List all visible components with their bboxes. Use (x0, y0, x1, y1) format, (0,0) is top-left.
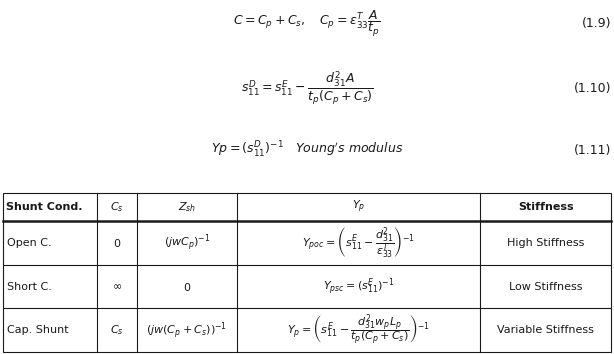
Text: $Yp = (s_{11}^D)^{-1} \quad \mathit{Young's\ modulus}$: $Yp = (s_{11}^D)^{-1} \quad \mathit{Youn… (211, 141, 403, 160)
Text: Short C.: Short C. (7, 281, 52, 291)
Text: (1.9): (1.9) (581, 17, 611, 29)
Text: High Stiffness: High Stiffness (507, 238, 585, 248)
Text: Cap. Shunt: Cap. Shunt (7, 325, 68, 335)
Bar (3, 193, 611, 352)
Text: $(jwC_p)^{-1}$: $(jwC_p)^{-1}$ (163, 232, 211, 253)
Text: $Y_{poc} = \left(s_{11}^E - \dfrac{d_{31}^2}{\epsilon_{33}^T}\right)^{-1}$: $Y_{poc} = \left(s_{11}^E - \dfrac{d_{31… (302, 225, 415, 260)
Text: $C_s$: $C_s$ (111, 200, 124, 214)
Text: $0$: $0$ (113, 237, 121, 249)
Text: $Y_p = \left(s_{11}^E - \dfrac{d_{31}^2 w_p L_p}{t_p(C_p + C_s)}\right)^{-1}$: $Y_p = \left(s_{11}^E - \dfrac{d_{31}^2 … (287, 313, 430, 348)
Text: $(jw(C_p + C_s))^{-1}$: $(jw(C_p + C_s))^{-1}$ (146, 320, 228, 341)
Text: $\infty$: $\infty$ (112, 281, 122, 291)
Text: Variable Stiffness: Variable Stiffness (497, 325, 594, 335)
Text: (1.11): (1.11) (573, 144, 611, 157)
Text: $Z_{sh}$: $Z_{sh}$ (178, 200, 196, 214)
Text: $Y_p$: $Y_p$ (352, 199, 365, 215)
Text: Shunt Cond.: Shunt Cond. (6, 202, 83, 212)
Text: Stiffness: Stiffness (518, 202, 573, 212)
Text: $Y_{psc} = (s_{11}^E)^{-1}$: $Y_{psc} = (s_{11}^E)^{-1}$ (323, 276, 394, 297)
Text: $0$: $0$ (183, 280, 191, 292)
Text: $C = C_p + C_s, \quad C_p = \epsilon_{33}^T \dfrac{A}{t_p}$: $C = C_p + C_s, \quad C_p = \epsilon_{33… (233, 8, 381, 38)
Text: $s_{11}^D = s_{11}^E - \dfrac{d_{31}^2 A}{t_p(C_p + C_s)}$: $s_{11}^D = s_{11}^E - \dfrac{d_{31}^2 A… (241, 69, 373, 108)
Text: $C_s$: $C_s$ (111, 324, 124, 337)
Text: Open C.: Open C. (7, 238, 52, 248)
Text: (1.10): (1.10) (573, 82, 611, 95)
Text: Low Stiffness: Low Stiffness (509, 281, 582, 291)
